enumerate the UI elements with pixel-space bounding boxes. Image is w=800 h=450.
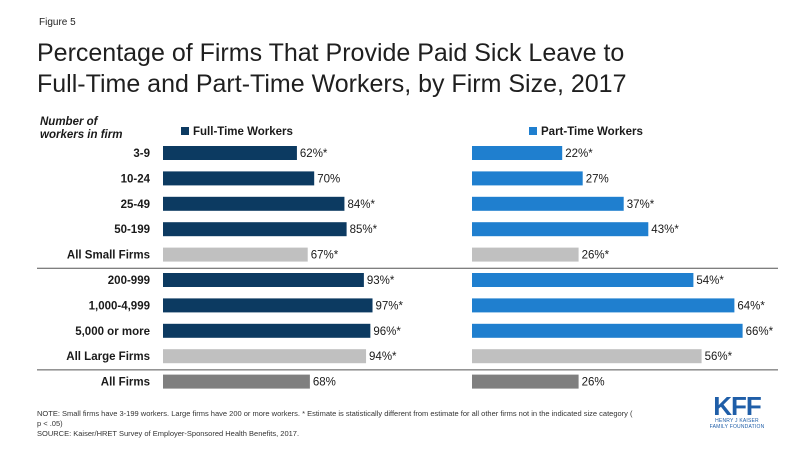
part-time-bar bbox=[472, 146, 563, 160]
part-time-bar bbox=[472, 247, 579, 262]
part-time-value-label: 56%* bbox=[705, 351, 733, 363]
note-line-1: NOTE: Small firms have 3-199 workers. La… bbox=[37, 409, 633, 418]
category-label: 3-9 bbox=[133, 148, 150, 160]
full-time-value-label: 93%* bbox=[367, 275, 395, 287]
part-time-bar bbox=[472, 323, 743, 338]
chart-title-line-2: Full-Time and Part-Time Workers, by Firm… bbox=[37, 70, 627, 98]
part-time-bar bbox=[472, 349, 702, 364]
part-time-bar bbox=[472, 298, 735, 313]
full-time-bar bbox=[163, 146, 297, 160]
part-time-bar bbox=[472, 273, 694, 287]
chart-title: Percentage of Firms That Provide Paid Si… bbox=[37, 38, 777, 100]
part-time-value-label: 54%* bbox=[696, 275, 724, 287]
full-time-value-label: 96%* bbox=[373, 326, 401, 338]
chart-note: NOTE: Small firms have 3-199 workers. La… bbox=[37, 409, 697, 439]
part-time-value-label: 26%* bbox=[582, 250, 610, 262]
part-time-value-label: 64%* bbox=[737, 300, 765, 312]
category-label: All Small Firms bbox=[67, 250, 150, 262]
part-time-value-label: 26% bbox=[582, 377, 605, 389]
chart-title-line-1: Percentage of Firms That Provide Paid Si… bbox=[37, 39, 625, 67]
full-time-bar bbox=[163, 196, 345, 211]
figure-label: Figure 5 bbox=[39, 17, 76, 28]
full-time-value-label: 62%* bbox=[300, 148, 328, 160]
full-time-value-label: 68% bbox=[313, 377, 336, 389]
full-time-bar bbox=[163, 247, 308, 262]
legend-label-full-time: Full-Time Workers bbox=[193, 126, 293, 138]
full-time-bar bbox=[163, 349, 367, 364]
full-time-bar bbox=[163, 298, 373, 313]
part-time-value-label: 66%* bbox=[746, 326, 774, 338]
kff-logo-mark: KFF bbox=[713, 391, 762, 421]
full-time-bar bbox=[163, 222, 347, 237]
part-time-value-label: 22%* bbox=[565, 148, 593, 160]
kff-logo-subtitle-line-2: FAMILY FOUNDATION bbox=[709, 424, 765, 430]
legend-swatch-part-time bbox=[529, 127, 537, 135]
part-time-bar bbox=[472, 171, 583, 186]
category-label: All Large Firms bbox=[66, 351, 150, 363]
legend-swatch-full-time bbox=[181, 127, 189, 135]
full-time-bar bbox=[163, 374, 310, 389]
part-time-value-label: 37%* bbox=[627, 199, 655, 211]
category-label: 10-24 bbox=[121, 173, 151, 185]
full-time-bar bbox=[163, 273, 364, 287]
category-header-line-1: Number of bbox=[40, 116, 99, 128]
full-time-value-label: 97%* bbox=[376, 300, 404, 312]
part-time-value-label: 43%* bbox=[651, 224, 679, 236]
source-line: SOURCE: Kaiser/HRET Survey of Employer-S… bbox=[37, 429, 300, 438]
category-label: 50-199 bbox=[114, 224, 150, 236]
full-time-value-label: 85%* bbox=[350, 224, 378, 236]
kff-logo: KFF HENRY J KAISER FAMILY FOUNDATION bbox=[700, 391, 774, 434]
part-time-bar bbox=[472, 374, 579, 389]
part-time-bar bbox=[472, 222, 649, 237]
part-time-value-label: 27% bbox=[586, 173, 609, 185]
full-time-value-label: 70% bbox=[317, 173, 340, 185]
category-label: 25-49 bbox=[121, 199, 150, 211]
full-time-value-label: 67%* bbox=[311, 250, 339, 262]
category-header-line-2: workers in firm bbox=[40, 129, 122, 141]
category-label: 1,000-4,999 bbox=[89, 300, 150, 312]
full-time-bar bbox=[163, 323, 371, 338]
note-line-2: p < .05) bbox=[37, 419, 63, 428]
full-time-value-label: 84%* bbox=[347, 199, 375, 211]
full-time-bar bbox=[163, 171, 315, 186]
legend-label-part-time: Part-Time Workers bbox=[541, 126, 643, 138]
part-time-bar bbox=[472, 196, 624, 211]
full-time-value-label: 94%* bbox=[369, 351, 397, 363]
kff-logo-subtitle-line-1: HENRY J KAISER bbox=[715, 418, 759, 424]
category-label: 5,000 or more bbox=[75, 326, 150, 338]
category-label: All Firms bbox=[101, 377, 150, 389]
category-label: 200-999 bbox=[108, 275, 150, 287]
